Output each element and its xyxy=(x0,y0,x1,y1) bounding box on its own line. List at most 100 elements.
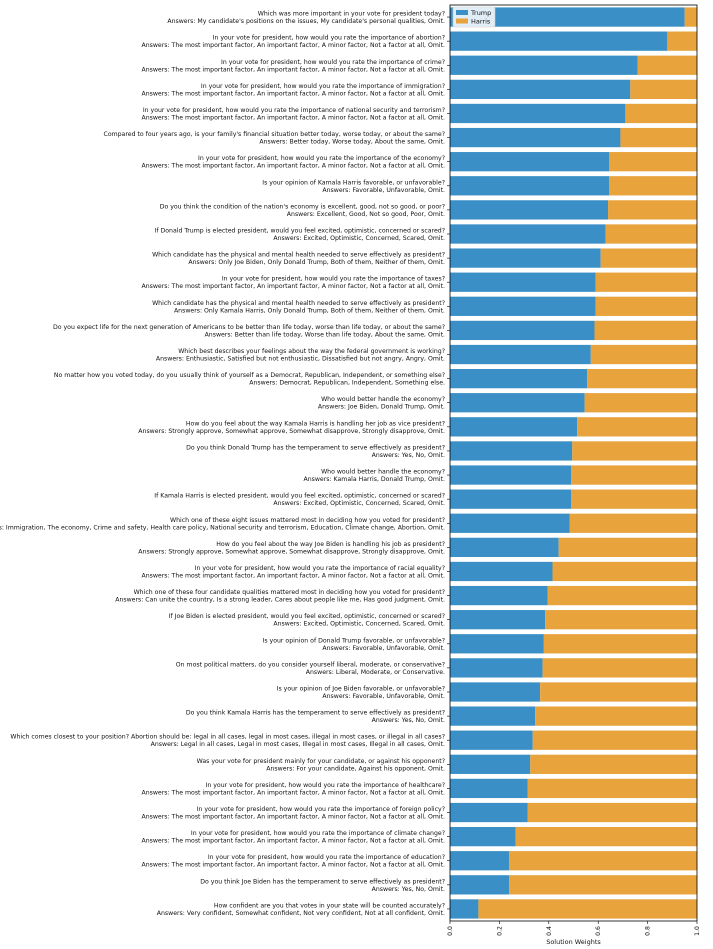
bar-harris xyxy=(609,152,697,172)
bar-harris xyxy=(594,320,697,341)
answers-label: Answers: Better today, Worse today, Abou… xyxy=(259,139,445,146)
question-label: No matter how you voted today, do you us… xyxy=(54,372,445,379)
bar-harris xyxy=(595,272,697,292)
bar-trump xyxy=(450,441,573,461)
bar-harris xyxy=(509,851,697,871)
question-label: Do you think the condition of the nation… xyxy=(160,203,445,210)
question-label: Which candidate has the physical and men… xyxy=(152,252,445,259)
answers-label: Answers: Only Joe Biden, Only Donald Tru… xyxy=(188,259,445,266)
bar-harris xyxy=(532,730,697,750)
bar-harris xyxy=(527,778,697,799)
bar-trump xyxy=(450,152,610,172)
question-label: Do you think Donald Trump has the temper… xyxy=(186,444,445,451)
answers-label: Answers: The most important factor, An i… xyxy=(141,838,445,845)
bar-trump xyxy=(450,851,510,871)
bar-trump xyxy=(450,344,591,365)
answers-label: Answers: Strongly approve, Somewhat appr… xyxy=(138,428,445,435)
x-tick-label: 0.4 xyxy=(546,926,553,936)
answers-label: Answers: The most important factor, An i… xyxy=(141,42,445,49)
bar-harris xyxy=(558,537,697,558)
question-label: Do you think Joe Biden has the temperame… xyxy=(200,878,445,885)
answers-label: Answers: Enthusiastic, Satisfied but not… xyxy=(156,356,445,363)
question-label: Which one of these four candidate qualit… xyxy=(134,589,445,596)
bar-harris xyxy=(595,296,697,316)
question-label: Who would better handle the economy? xyxy=(321,396,445,403)
bar-trump xyxy=(450,513,570,533)
bar-trump xyxy=(450,200,609,220)
x-axis-title: Solution Weights xyxy=(546,938,601,946)
answers-label: Answers: Can unite the country, Is a str… xyxy=(115,597,445,604)
bar-trump xyxy=(450,368,588,389)
bar-harris xyxy=(637,55,697,75)
answers-label: Answers: Democrat, Republican, Independe… xyxy=(249,380,445,387)
answers-label: Answers: Immigration, The economy, Crime… xyxy=(0,524,445,531)
bar-harris xyxy=(572,441,697,461)
bar-trump xyxy=(450,31,668,51)
bar-trump xyxy=(450,561,553,582)
answers-label: Answers: Favorable, Unfavorable, Omit. xyxy=(322,645,445,652)
bar-trump xyxy=(450,320,595,341)
answers-label: Answers: Liberal, Moderate, or Conservat… xyxy=(306,669,445,676)
answers-label: Answers: My candidate's positions on the… xyxy=(167,18,445,25)
bar-harris xyxy=(530,754,697,774)
bar-trump xyxy=(450,103,626,124)
question-label: In your vote for president, how would yo… xyxy=(206,782,445,789)
answers-label: Answers: The most important factor, An i… xyxy=(141,862,445,869)
bar-trump xyxy=(450,899,479,919)
bar-harris xyxy=(609,176,697,196)
bar-harris xyxy=(590,344,697,365)
bar-harris xyxy=(630,79,697,100)
legend-swatch-harris xyxy=(456,18,468,24)
question-label: In your vote for president, how would yo… xyxy=(222,276,445,283)
bar-trump xyxy=(450,55,638,75)
question-label: In your vote for president, how would yo… xyxy=(195,565,445,572)
answers-label: Answers: Excited, Optimistic, Concerned,… xyxy=(273,621,445,628)
question-label: Was your vote for president mainly for y… xyxy=(197,758,445,765)
bar-harris xyxy=(545,610,697,630)
question-label: How do you feel about the way Joe Biden … xyxy=(216,541,445,548)
question-label: On most political matters, do you consid… xyxy=(176,661,445,668)
answers-label: Answers: Excited, Optimistic, Concerned,… xyxy=(273,500,445,507)
bar-harris xyxy=(571,465,697,485)
answers-label: Answers: Favorable, Unfavorable, Omit. xyxy=(322,693,445,700)
x-tick-label: 0.6 xyxy=(595,926,602,936)
answers-label: Answers: The most important factor, An i… xyxy=(141,814,445,821)
bar-harris xyxy=(600,248,697,268)
question-label: In your vote for president, how would yo… xyxy=(191,830,445,837)
bar-trump xyxy=(450,610,546,630)
bar-harris xyxy=(552,561,697,582)
x-tick-label: 0.2 xyxy=(496,926,503,936)
bar-trump xyxy=(450,248,601,268)
answers-label: Answers: Very confident, Somewhat confid… xyxy=(157,910,445,917)
question-label: In your vote for president, how would yo… xyxy=(198,155,445,162)
answers-label: Answers: Excited, Optimistic, Concerned,… xyxy=(273,235,445,242)
question-label: In your vote for president, how would yo… xyxy=(208,854,445,861)
question-label: How confident are you that votes in your… xyxy=(214,902,445,909)
bar-harris xyxy=(667,31,697,51)
question-label: Which one of these eight issues mattered… xyxy=(170,517,445,524)
question-label: Is your opinion of Kamala Harris favorab… xyxy=(262,179,445,186)
x-tick-label: 1.0 xyxy=(694,926,701,936)
bar-trump xyxy=(450,802,528,823)
x-tick-label: 0.8 xyxy=(645,926,652,936)
question-label: Which candidate has the physical and men… xyxy=(152,300,445,307)
answers-label: Answers: Joe Biden, Donald Trump, Omit. xyxy=(318,404,445,411)
bar-trump xyxy=(450,826,516,847)
answers-label: Answers: Only Kamala Harris, Only Donald… xyxy=(174,307,445,314)
question-label: Who would better handle the economy? xyxy=(321,469,445,476)
bar-harris xyxy=(540,682,697,702)
bar-trump xyxy=(450,176,610,196)
question-label: Is your opinion of Donald Trump favorabl… xyxy=(263,637,445,644)
answers-label: Answers: Excellent, Good, Not so good, P… xyxy=(287,211,445,218)
answers-label: Answers: The most important factor, An i… xyxy=(141,789,445,796)
question-labels-layer: Which was more important in your vote fo… xyxy=(0,11,445,917)
question-label: Do you expect life for the next generati… xyxy=(53,324,445,331)
bar-harris xyxy=(478,899,697,919)
answers-label: Answers: The most important factor, An i… xyxy=(141,572,445,579)
answers-label: Answers: Yes, No, Omit. xyxy=(372,886,445,893)
bar-harris xyxy=(515,826,697,847)
bar-trump xyxy=(450,658,543,678)
bar-harris xyxy=(577,417,697,437)
question-label: Is your opinion of Joe Biden favorable, … xyxy=(277,686,445,693)
